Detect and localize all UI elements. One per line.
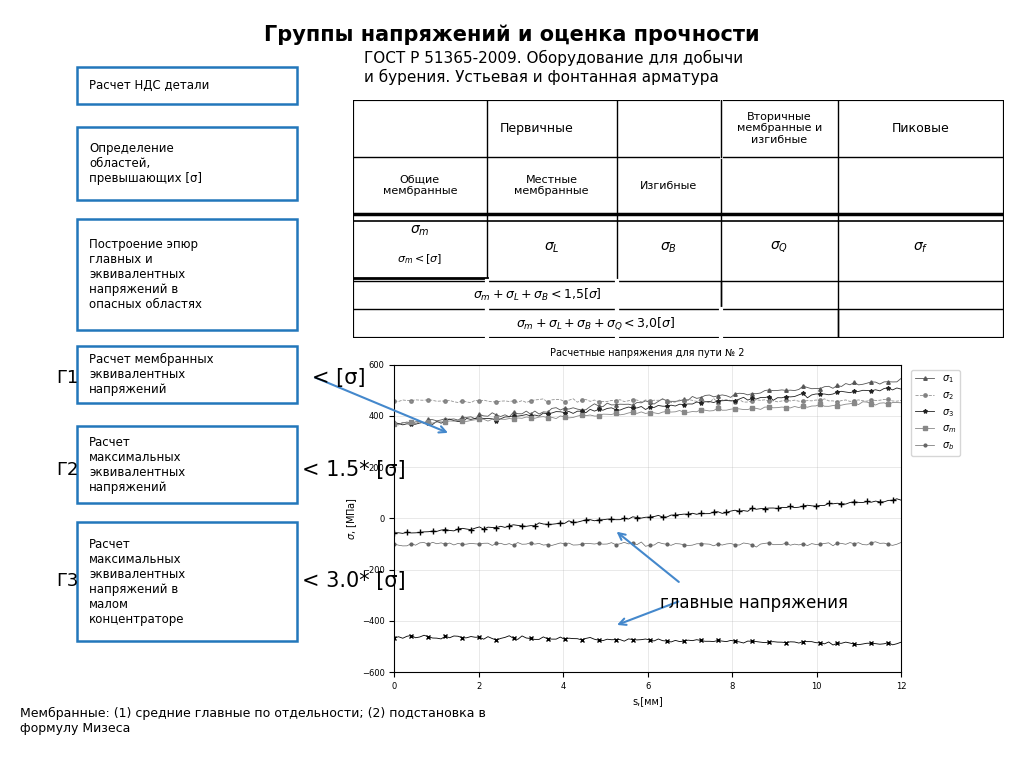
Text: $\sigma_L$: $\sigma_L$ <box>544 240 559 255</box>
$\sigma_1$ <box>895 374 907 383</box>
Text: < [σ]: < [σ] <box>312 368 366 388</box>
$\sigma_m$ <box>887 398 899 407</box>
Text: Группы напряжений и оценка прочности: Группы напряжений и оценка прочности <box>264 25 760 45</box>
$\sigma_m$ <box>388 419 400 429</box>
$\sigma_2$ <box>703 398 716 407</box>
Text: Мембранные: (1) средние главные по отдельности; (2) подстановка в
формулу Мизеса: Мембранные: (1) средние главные по отдел… <box>20 707 486 735</box>
$\sigma_t$ <box>737 538 750 548</box>
$\sigma_m$ <box>499 415 511 424</box>
Text: $\sigma_m + \sigma_L + \sigma_B + \sigma_Q < 3{,}0[\sigma]$: $\sigma_m + \sigma_L + \sigma_B + \sigma… <box>516 316 675 332</box>
$\sigma_m$ <box>392 420 404 429</box>
$\sigma_3$ <box>388 419 400 429</box>
Text: Местные
мембранные: Местные мембранные <box>514 175 589 197</box>
$\sigma_m$ <box>895 398 907 407</box>
Text: Вторичные
мембранные и
изгибные: Вторичные мембранные и изгибные <box>736 112 822 145</box>
$\sigma_t$ <box>388 539 400 548</box>
Text: Изгибные: Изгибные <box>640 180 697 190</box>
Text: Г1: Г1 <box>56 369 79 387</box>
Text: Общие
мембранные: Общие мембранные <box>383 175 457 197</box>
Text: Определение
областей,
превышающих [σ]: Определение областей, превышающих [σ] <box>89 142 202 184</box>
Line: $\sigma_m$: $\sigma_m$ <box>392 400 903 427</box>
$\sigma_3$ <box>499 412 511 422</box>
$\sigma_3$ <box>674 399 686 409</box>
Text: $\sigma_m < [\sigma]$: $\sigma_m < [\sigma]$ <box>397 253 442 266</box>
Title: Расчетные напряжения для пути № 2: Расчетные напряжения для пути № 2 <box>551 349 744 359</box>
$\sigma_2$ <box>895 396 907 405</box>
$\sigma_t$ <box>895 538 907 547</box>
Text: главные напряжения: главные напряжения <box>660 594 849 612</box>
$\sigma_3$ <box>741 396 754 405</box>
$\sigma_t$ <box>524 538 537 548</box>
$\sigma_2$ <box>388 396 400 406</box>
Text: Расчет мембранных
эквивалентных
напряжений: Расчет мембранных эквивалентных напряжен… <box>89 353 214 396</box>
$\sigma_3$ <box>883 383 895 392</box>
$\sigma_m$ <box>528 414 541 423</box>
$\sigma_3$ <box>396 420 409 429</box>
$\sigma_2$ <box>797 396 809 406</box>
$\sigma_t$ <box>869 537 882 546</box>
$\sigma_3$ <box>528 410 541 419</box>
Line: $\sigma_3$: $\sigma_3$ <box>392 386 903 427</box>
$\sigma_m$ <box>793 403 805 412</box>
Text: < 1.5* [σ]: < 1.5* [σ] <box>302 460 406 480</box>
$\sigma_2$ <box>670 397 682 406</box>
$\sigma_t$ <box>670 539 682 548</box>
$\sigma_3$ <box>887 386 899 395</box>
$\sigma_m$ <box>857 397 869 406</box>
Text: $\sigma_m$: $\sigma_m$ <box>411 223 430 238</box>
$\sigma_2$ <box>708 394 720 403</box>
$\sigma_1$ <box>674 396 686 406</box>
Legend: $\sigma_1$, $\sigma_2$, $\sigma_3$, $\sigma_m$, $\sigma_b$: $\sigma_1$, $\sigma_2$, $\sigma_3$, $\si… <box>911 369 961 456</box>
$\sigma_1$ <box>883 377 895 386</box>
$\sigma_1$ <box>793 385 805 394</box>
Text: Построение эпюр
главных и
эквивалентных
напряжений в
опасных областях: Построение эпюр главных и эквивалентных … <box>89 238 202 311</box>
Line: $\sigma_1$: $\sigma_1$ <box>392 376 903 425</box>
Text: $\sigma_f$: $\sigma_f$ <box>912 240 929 255</box>
$\sigma_2$ <box>495 396 507 406</box>
$\sigma_3$ <box>793 390 805 399</box>
$\sigma_t$ <box>495 538 507 548</box>
Text: ГОСТ Р 51365-2009. Оборудование для добычи
и бурения. Устьевая и фонтанная армат: ГОСТ Р 51365-2009. Оборудование для добы… <box>364 50 742 84</box>
Text: $\sigma_m + \sigma_L + \sigma_B < 1{,}5[\sigma]$: $\sigma_m + \sigma_L + \sigma_B < 1{,}5[… <box>473 287 601 303</box>
$\sigma_t$ <box>751 542 763 551</box>
Text: $\sigma_Q$: $\sigma_Q$ <box>770 240 788 255</box>
$\sigma_m$ <box>674 406 686 415</box>
$\sigma_1$ <box>388 417 400 426</box>
Text: Г2: Г2 <box>56 461 79 479</box>
$\sigma_2$ <box>745 396 758 406</box>
Text: Пиковые: Пиковые <box>892 122 949 135</box>
Text: Расчет НДС детали: Расчет НДС детали <box>89 79 210 91</box>
Text: < 3.0* [σ]: < 3.0* [σ] <box>302 571 406 591</box>
$\sigma_1$ <box>741 390 754 399</box>
Line: $\sigma_t$: $\sigma_t$ <box>393 541 902 548</box>
Line: $\sigma_2$: $\sigma_2$ <box>392 397 903 405</box>
$\sigma_m$ <box>741 405 754 414</box>
$\sigma_2$ <box>524 396 537 406</box>
$\sigma_1$ <box>499 410 511 419</box>
$\sigma_t$ <box>793 541 805 550</box>
X-axis label: s,[мм]: s,[мм] <box>632 697 664 707</box>
Text: $\sigma_B$: $\sigma_B$ <box>660 240 677 255</box>
$\sigma_2$ <box>887 396 899 406</box>
$\sigma_1$ <box>528 406 541 415</box>
Text: Первичные: Первичные <box>500 122 573 135</box>
Text: Расчет
максимальных
эквивалентных
напряжений в
малом
концентраторе: Расчет максимальных эквивалентных напряж… <box>89 538 185 626</box>
Text: Г3: Г3 <box>56 572 79 591</box>
$\sigma_3$ <box>895 385 907 394</box>
Y-axis label: $\sigma$, [МПа]: $\sigma$, [МПа] <box>345 497 358 540</box>
Text: Расчет
максимальных
эквивалентных
напряжений: Расчет максимальных эквивалентных напряж… <box>89 435 185 494</box>
$\sigma_1$ <box>392 419 404 429</box>
$\sigma_t$ <box>887 541 899 550</box>
